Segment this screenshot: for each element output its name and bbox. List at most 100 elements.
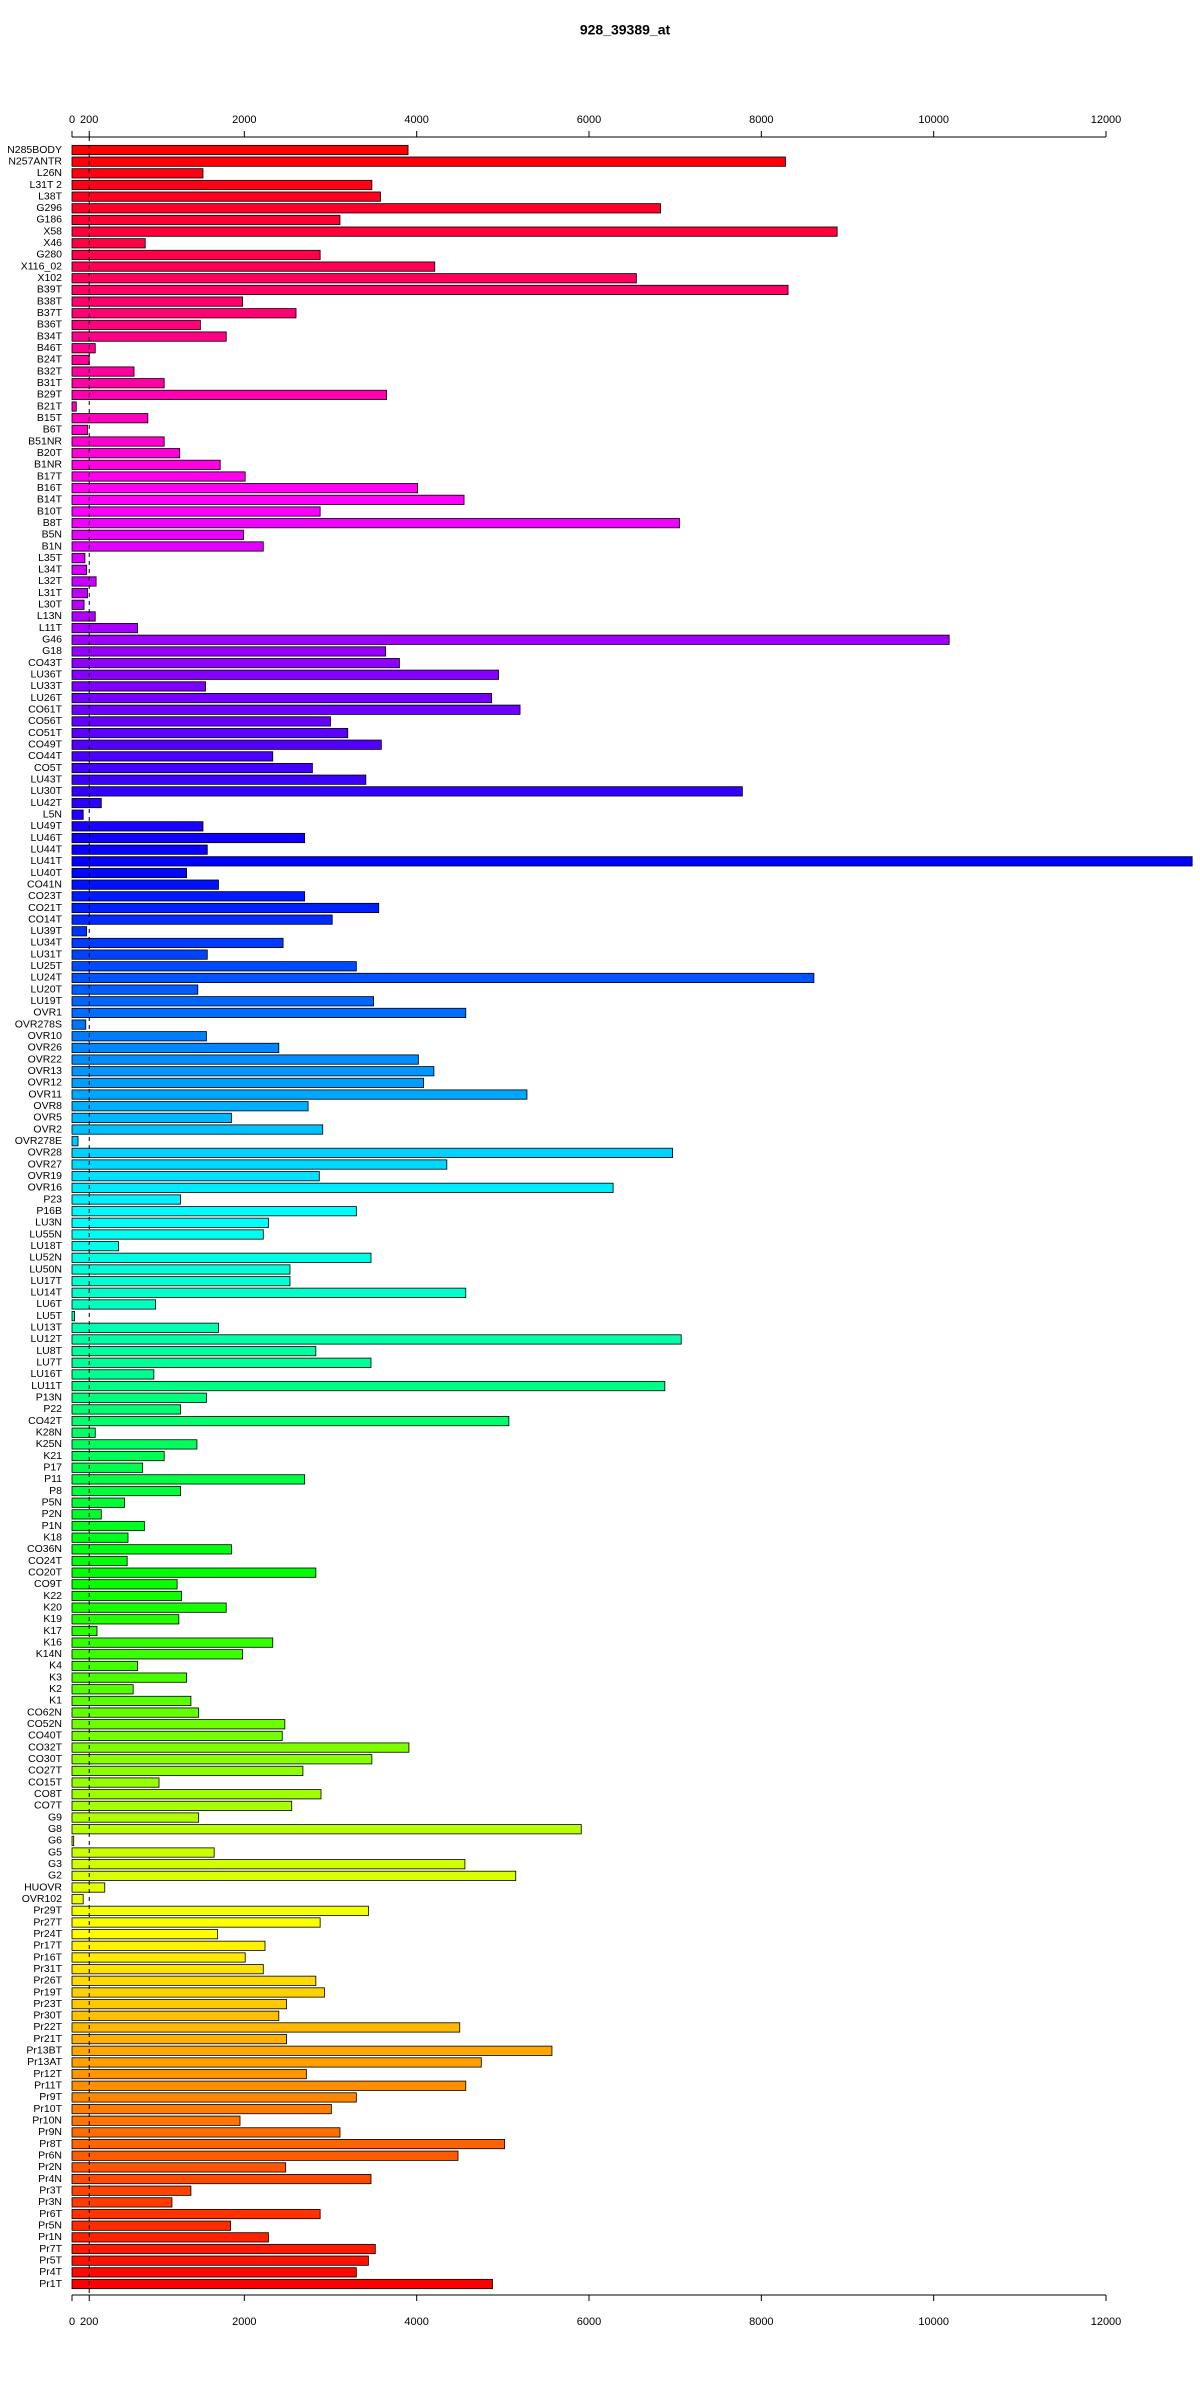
bar <box>71 751 274 762</box>
bar <box>71 914 333 925</box>
y-tick-label: Pr13BT <box>26 2045 62 2057</box>
bar <box>71 378 165 389</box>
bar <box>71 1625 98 1637</box>
bar <box>71 1299 156 1310</box>
bar <box>71 1287 467 1298</box>
bar <box>71 996 374 1007</box>
bar <box>71 1567 317 1578</box>
y-tick-label: LU50N <box>29 1263 62 1275</box>
bar <box>71 214 341 226</box>
y-tick-label: B1N <box>42 540 62 552</box>
bar <box>71 1334 682 1345</box>
bar <box>71 1252 372 1263</box>
bar <box>71 261 436 272</box>
y-tick-label: K1 <box>49 1695 62 1707</box>
x-tick-label: 4000 <box>404 114 428 126</box>
y-tick-label: OVR12 <box>28 1077 63 1089</box>
y-tick-label: CO41N <box>27 878 62 890</box>
bar <box>71 2162 287 2173</box>
bar <box>71 704 521 715</box>
bar <box>71 541 264 552</box>
y-tick-label: B21T <box>37 400 63 412</box>
y-tick-label: B1NR <box>34 459 62 471</box>
y-tick-label: B39T <box>37 284 63 296</box>
bar <box>71 1509 102 1520</box>
y-tick-label: CO7T <box>34 1800 63 1812</box>
bar <box>71 1171 320 1182</box>
y-tick-label: Pr3T <box>39 2184 62 2196</box>
bar <box>71 1264 291 1275</box>
x-tick-label: 200 <box>80 2316 98 2328</box>
y-tick-label: P13N <box>36 1392 62 1404</box>
y-tick-label: L13N <box>37 610 62 622</box>
bar <box>71 1940 266 1951</box>
y-tick-label: Pr23T <box>33 1998 62 2010</box>
y-tick-label: X46 <box>43 237 62 249</box>
y-tick-label: B16T <box>37 482 63 494</box>
bar <box>71 1532 129 1543</box>
bar <box>71 1124 324 1135</box>
bar <box>71 413 149 424</box>
x-tick-label: 0 <box>69 114 75 126</box>
bar <box>71 1031 207 1042</box>
bar <box>71 2220 231 2231</box>
y-tick-label: Pr1N <box>38 2231 62 2243</box>
bar <box>71 1544 232 1555</box>
bar <box>71 471 246 482</box>
y-tick-label: G6 <box>48 1835 62 1847</box>
y-tick-label: Pr12T <box>33 2068 62 2080</box>
bar <box>71 2150 459 2161</box>
y-tick-label: OVR13 <box>28 1065 63 1077</box>
x-tick-label: 8000 <box>749 2316 773 2328</box>
y-tick-label: K3 <box>49 1671 62 1683</box>
y-tick-label: CO42T <box>28 1415 62 1427</box>
bar <box>71 1404 181 1415</box>
bar <box>71 2243 376 2255</box>
bar <box>71 739 382 750</box>
y-tick-label: G5 <box>48 1846 62 1858</box>
y-tick-label: Pr24T <box>33 1928 62 1940</box>
y-tick-label: L35T <box>38 552 63 564</box>
y-tick-label: P8 <box>49 1485 62 1497</box>
bar <box>71 1416 510 1427</box>
bar <box>71 2115 241 2126</box>
y-tick-label: Pr29T <box>33 1905 62 1917</box>
bar <box>71 1987 325 1998</box>
y-tick-label: G9 <box>48 1811 62 1823</box>
y-tick-label: B8T <box>43 517 63 529</box>
y-tick-label: LU30T <box>30 785 62 797</box>
y-tick-label: Pr13AT <box>27 2056 62 2068</box>
y-tick-label: CO51T <box>28 727 62 739</box>
bar <box>71 867 188 879</box>
y-tick-label: CO56T <box>28 715 62 727</box>
bar <box>71 984 199 995</box>
bar <box>71 774 367 785</box>
bar <box>71 331 227 342</box>
bar <box>71 1660 138 1672</box>
y-tick-label: Pr19T <box>33 1986 62 1998</box>
bar <box>71 1357 372 1368</box>
bar <box>71 2045 553 2056</box>
y-tick-label: K20 <box>43 1601 62 1613</box>
bar <box>71 483 418 494</box>
y-tick-label: Pr8T <box>39 2138 62 2150</box>
bar <box>71 762 313 774</box>
bar <box>71 1089 528 1100</box>
bar <box>71 961 357 972</box>
bar <box>71 1322 219 1333</box>
bar <box>71 494 465 505</box>
y-tick-label: P16B <box>36 1205 62 1217</box>
x-tick-label: 6000 <box>577 114 601 126</box>
y-tick-label: L31T 2 <box>30 179 63 191</box>
bar <box>71 2034 287 2045</box>
y-tick-label: G2 <box>48 1870 62 1882</box>
bar <box>71 1241 119 1252</box>
y-tick-label: Pr5T <box>39 2254 62 2266</box>
y-tick-label: OVR22 <box>28 1053 63 1065</box>
bar <box>71 553 86 564</box>
y-tick-label: LU17T <box>30 1275 62 1287</box>
bar <box>71 821 204 832</box>
bar <box>71 1695 192 1707</box>
bar <box>71 1952 246 1963</box>
bar <box>71 588 88 599</box>
